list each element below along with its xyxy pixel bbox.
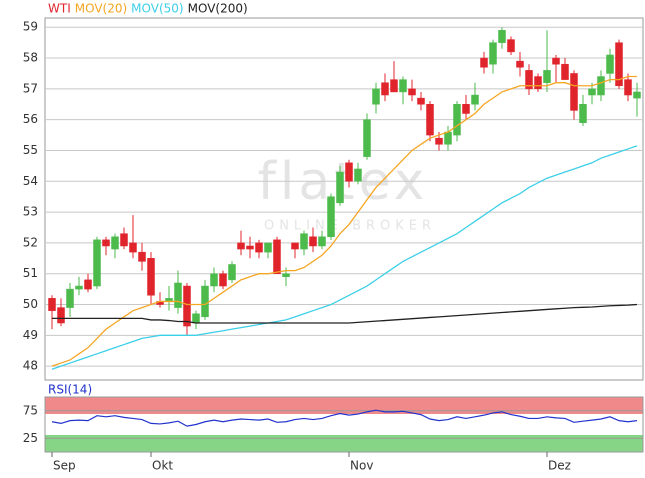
candle-body [498, 30, 506, 43]
candle-body [426, 104, 434, 136]
y-tick-label: 56 [23, 112, 38, 126]
legend-entry: WTI [48, 2, 71, 16]
legend-entry: MOV(200) [188, 2, 248, 16]
candle-body [579, 104, 587, 123]
candle-body [534, 76, 542, 90]
candle-body [282, 273, 290, 278]
candle-body [552, 57, 560, 65]
candle-body [174, 282, 182, 308]
candle-body [345, 162, 353, 182]
candle-body [525, 70, 533, 90]
y-tick-label: 58 [23, 51, 38, 65]
candle-body [354, 168, 362, 182]
candle-body [102, 239, 110, 247]
y-tick-label: 25 [23, 431, 38, 445]
candle-body [219, 273, 227, 287]
candle-body [309, 236, 317, 247]
candle-body [606, 54, 614, 74]
candle-body [147, 258, 155, 296]
line-series [52, 303, 638, 324]
candle-body [588, 88, 596, 96]
candle-body [480, 57, 488, 68]
candle-body [120, 233, 128, 247]
candle-body [615, 42, 623, 87]
x-tick-label: Okt [152, 459, 173, 473]
candle-body [444, 131, 452, 145]
candle-body [318, 236, 326, 247]
candle-body [201, 285, 209, 318]
candle-body [291, 242, 299, 250]
candle-body [399, 79, 407, 93]
candle-body [93, 239, 101, 287]
candle-body [66, 288, 74, 308]
candle-body [381, 82, 389, 96]
plot-frame [44, 396, 644, 453]
y-tick-label: 57 [23, 81, 38, 95]
candle-body [129, 242, 137, 253]
x-tick-label: Sep [53, 459, 76, 473]
candle-body [336, 171, 344, 204]
legend-entry: MOV(50) [131, 2, 183, 16]
y-tick-label: 48 [23, 359, 38, 373]
line-series [51, 145, 638, 370]
candle-body [111, 236, 119, 250]
candle-body [624, 79, 632, 96]
candle-body [183, 285, 191, 327]
candle-body [138, 251, 146, 262]
candle-body [327, 196, 335, 237]
legend-entry: MOV(20) [75, 2, 127, 16]
candle-body [543, 70, 551, 83]
candle-body [192, 313, 200, 324]
x-tick-label: Dez [548, 459, 571, 473]
candle-body [237, 242, 245, 250]
candle-body [435, 137, 443, 145]
watermark-subtitle: ONLINE BROKER [264, 219, 436, 234]
candle-body [48, 298, 56, 311]
y-tick-label: 75 [23, 403, 38, 417]
candle-body [408, 88, 416, 96]
y-tick-label: 54 [23, 174, 38, 188]
candle-body [57, 307, 65, 324]
candle-body [84, 279, 92, 290]
y-tick-label: 53 [23, 205, 38, 219]
candle-body [633, 91, 641, 99]
candle-body [597, 76, 605, 96]
candle-body [363, 119, 371, 157]
candle-body [273, 239, 281, 274]
plot-frame [44, 17, 644, 381]
candle-body [462, 104, 470, 114]
candle-body [228, 264, 236, 281]
candle-body [417, 97, 425, 105]
candle-body [264, 242, 272, 253]
y-tick-label: 50 [23, 297, 38, 311]
line-series [51, 75, 637, 367]
candle-body [210, 273, 218, 287]
y-tick-label: 49 [23, 328, 38, 342]
candle-body [516, 60, 524, 68]
candle-body [300, 233, 308, 250]
y-tick-label: 55 [23, 143, 38, 157]
candle-body [471, 94, 479, 105]
candle-body [561, 63, 569, 80]
panel-label: RSI(14) [48, 383, 92, 397]
y-tick-label: 51 [23, 266, 38, 280]
candle-body [453, 104, 461, 136]
candle-body [372, 88, 380, 105]
candle-body [255, 242, 263, 253]
candle-body [489, 42, 497, 65]
candle-body [75, 285, 83, 290]
y-tick-label: 59 [23, 20, 38, 34]
candle-body [507, 39, 515, 53]
y-tick-label: 52 [23, 235, 38, 249]
candle-body [246, 245, 254, 250]
candle-body [570, 73, 578, 111]
x-tick-label: Nov [350, 459, 373, 473]
line-series [51, 409, 638, 427]
candle-body [390, 79, 398, 93]
